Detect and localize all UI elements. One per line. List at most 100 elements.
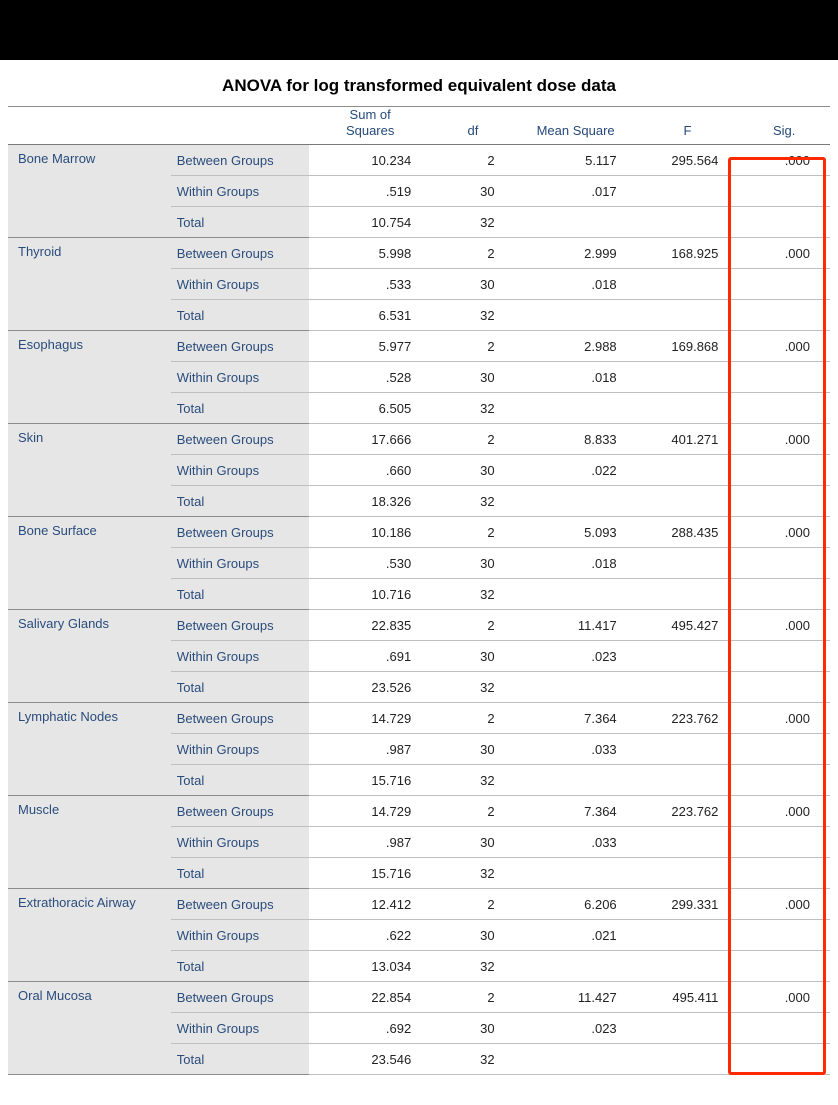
cell-f [637,1013,739,1044]
cell-ss: .987 [309,827,431,858]
cell-ss: 10.234 [309,145,431,176]
cell-ss: 17.666 [309,424,431,455]
cell-ms: 6.206 [515,889,637,920]
group-label-total: Total [171,765,309,796]
cell-ms: .033 [515,734,637,765]
cell-df: 32 [431,486,514,517]
cell-sig: .000 [738,703,830,734]
cell-df: 2 [431,703,514,734]
cell-ms: 8.833 [515,424,637,455]
cell-ms: 2.999 [515,238,637,269]
cell-df: 30 [431,455,514,486]
cell-sig: .000 [738,796,830,827]
cell-f [637,827,739,858]
cell-ss: 14.729 [309,703,431,734]
table-row: Bone SurfaceBetween Groups10.18625.09328… [8,517,830,548]
cell-df: 30 [431,548,514,579]
cell-f [637,548,739,579]
cell-ss: 5.998 [309,238,431,269]
cell-sig: .000 [738,889,830,920]
cell-df: 32 [431,300,514,331]
cell-sig [738,579,830,610]
cell-ms: 7.364 [515,703,637,734]
cell-ss: 6.531 [309,300,431,331]
cell-df: 30 [431,827,514,858]
table-row: Salivary GlandsBetween Groups22.835211.4… [8,610,830,641]
cell-sig [738,207,830,238]
table-row: SkinBetween Groups17.66628.833401.271.00… [8,424,830,455]
cell-ss: .987 [309,734,431,765]
table-row: ThyroidBetween Groups5.99822.999168.925.… [8,238,830,269]
group-label-total: Total [171,951,309,982]
cell-ss: 22.835 [309,610,431,641]
cell-ss: 15.716 [309,858,431,889]
cell-f: 495.411 [637,982,739,1013]
group-label-between: Between Groups [171,982,309,1013]
cell-df: 30 [431,1013,514,1044]
cell-df: 2 [431,145,514,176]
cell-ss: 10.716 [309,579,431,610]
cell-ms: 11.427 [515,982,637,1013]
table-wrap: ANOVA for log transformed equivalent dos… [0,60,838,1105]
anova-table: Sum ofSquares df Mean Square F Sig. Bone… [8,106,830,1075]
cell-f [637,765,739,796]
table-row: Extrathoracic AirwayBetween Groups12.412… [8,889,830,920]
cell-ms: .021 [515,920,637,951]
cell-df: 2 [431,889,514,920]
cell-sig [738,362,830,393]
cell-sig [738,455,830,486]
header-ss: Sum ofSquares [309,107,431,145]
cell-sig [738,393,830,424]
row-label: Lymphatic Nodes [8,703,171,796]
cell-ms [515,1044,637,1075]
cell-f: 295.564 [637,145,739,176]
header-df: df [431,107,514,145]
cell-f [637,486,739,517]
cell-df: 30 [431,920,514,951]
cell-f: 401.271 [637,424,739,455]
cell-ss: 23.546 [309,1044,431,1075]
cell-ss: .528 [309,362,431,393]
group-label-between: Between Groups [171,703,309,734]
cell-ms [515,393,637,424]
cell-df: 32 [431,858,514,889]
cell-ms: 2.988 [515,331,637,362]
cell-sig: .000 [738,982,830,1013]
header-sig: Sig. [738,107,830,145]
table-row: MuscleBetween Groups14.72927.364223.762.… [8,796,830,827]
group-label-within: Within Groups [171,641,309,672]
cell-ms [515,858,637,889]
cell-df: 32 [431,672,514,703]
cell-f [637,207,739,238]
cell-ss: .530 [309,548,431,579]
group-label-between: Between Groups [171,238,309,269]
cell-ms: .033 [515,827,637,858]
cell-ms: .023 [515,1013,637,1044]
group-label-between: Between Groups [171,424,309,455]
cell-df: 2 [431,331,514,362]
cell-ss: 10.186 [309,517,431,548]
cell-ss: 15.716 [309,765,431,796]
cell-ms: .017 [515,176,637,207]
cell-ss: 6.505 [309,393,431,424]
cell-sig [738,951,830,982]
group-label-within: Within Groups [171,734,309,765]
table-row: EsophagusBetween Groups5.97722.988169.86… [8,331,830,362]
cell-f: 223.762 [637,796,739,827]
cell-sig: .000 [738,331,830,362]
anova-body: Bone MarrowBetween Groups10.23425.117295… [8,145,830,1075]
cell-sig [738,548,830,579]
cell-ms [515,207,637,238]
cell-sig [738,1044,830,1075]
group-label-between: Between Groups [171,145,309,176]
cell-df: 32 [431,1044,514,1075]
cell-ms: 5.093 [515,517,637,548]
cell-sig [738,920,830,951]
cell-df: 32 [431,579,514,610]
table-title: ANOVA for log transformed equivalent dos… [8,60,830,106]
cell-f: 169.868 [637,331,739,362]
cell-f [637,920,739,951]
cell-df: 2 [431,517,514,548]
cell-sig [738,1013,830,1044]
cell-df: 2 [431,982,514,1013]
